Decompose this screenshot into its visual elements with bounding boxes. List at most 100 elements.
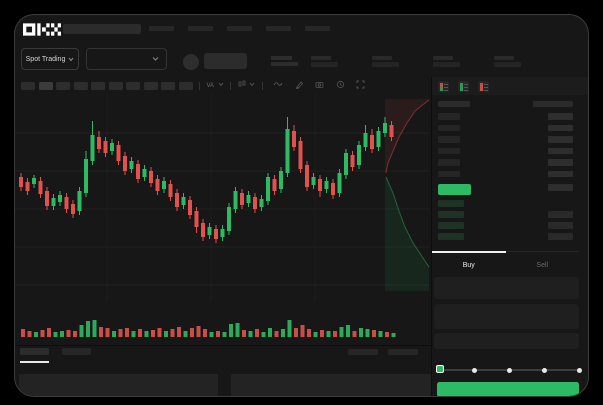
ticker-stat-skeleton [433,56,460,67]
bottom-tab-skeleton[interactable] [62,348,91,355]
history-clock-icon[interactable] [336,80,345,92]
ticker-stat-skeleton [494,56,521,67]
order-side-tabs: Buy Sell [432,251,579,278]
bid-price-skeleton[interactable] [438,200,464,207]
balance-line-skeleton [271,56,292,60]
bid-amount-skeleton[interactable] [548,233,573,240]
slider-stop-dot[interactable] [472,367,478,373]
interval-chip-skeleton[interactable] [73,81,88,90]
tab-buy[interactable]: Buy [462,261,475,269]
interval-chip-skeleton[interactable] [178,81,193,90]
interval-chip-skeleton[interactable] [126,81,140,90]
ask-price-skeleton[interactable] [438,147,460,154]
bottom-panel-skeleton [19,374,218,396]
orderbook-header-skeleton [533,101,573,107]
ask-amount-skeleton[interactable] [548,159,573,166]
slider-stop-dot[interactable] [541,367,547,373]
bottom-right-control-skeleton[interactable] [388,349,418,355]
top-nav-item-skeleton[interactable] [227,26,252,31]
okx-logo[interactable] [23,23,61,36]
divider [230,81,232,90]
interval-chip-skeleton[interactable] [38,81,53,90]
ticker-stat-skeleton [372,56,399,67]
slider-stop-dot[interactable] [576,367,582,373]
bottom-right-control-skeleton[interactable] [348,349,378,355]
market-mode-dropdown[interactable]: Spot Trading [21,48,79,70]
bid-amount-skeleton[interactable] [548,211,573,218]
volume-histogram [21,320,396,337]
orderbook-asks-only-view-icon[interactable] [478,81,489,92]
bottom-panel-skeleton [231,374,431,396]
stat-value-skeleton [494,62,521,67]
tab-sell[interactable]: Sell [536,261,549,269]
okx-app-window: Spot Trading VA [14,14,589,397]
stat-label-skeleton [433,56,453,60]
interval-chip-skeleton[interactable] [108,81,123,90]
top-nav-item-skeleton[interactable] [305,26,330,31]
slider-stop-dot[interactable] [507,367,512,373]
search-input[interactable] [63,24,141,34]
orderbook-bids-only-view-icon[interactable] [458,81,469,92]
last-price-highlight[interactable] [438,184,471,195]
buy-submit-button[interactable] [437,382,579,396]
pair-selector-dropdown[interactable] [86,48,167,70]
orderbook-combined-view-icon[interactable] [438,81,449,92]
bid-price-skeleton[interactable] [438,222,464,229]
ask-price-skeleton[interactable] [438,170,460,177]
indicator-dropdown[interactable]: VA [206,82,215,89]
fullscreen-icon[interactable] [356,80,365,92]
chevron-down-icon[interactable] [249,82,255,90]
bid-price-skeleton[interactable] [438,211,464,218]
ask-price-skeleton[interactable] [438,124,460,131]
interval-chip-skeleton[interactable] [56,81,70,90]
balance-line-skeleton [271,62,298,66]
bid-amount-skeleton[interactable] [548,222,573,229]
candlestick-chart[interactable] [15,93,431,301]
stat-value-skeleton [372,62,399,67]
camera-icon[interactable] [315,80,324,92]
account-button-skeleton[interactable] [204,53,247,69]
stat-value-skeleton [311,62,338,67]
draw-tool-icon[interactable] [295,80,304,92]
interval-chip-skeleton[interactable] [21,81,35,90]
line-tool-icon[interactable] [273,80,283,91]
stat-label-skeleton [311,56,331,60]
ask-amount-skeleton[interactable] [548,113,573,120]
order-price-field[interactable] [434,277,579,299]
chart-toolbar: VA [21,80,365,92]
orderbook-toolbar-strip [432,77,588,95]
chart-type-icon[interactable] [238,80,246,91]
ask-amount-skeleton[interactable] [548,147,573,154]
ask-amount-skeleton[interactable] [548,184,573,191]
interval-chip-skeleton[interactable] [91,81,105,90]
interval-chip-skeleton[interactable] [161,81,175,90]
chevron-down-icon [68,57,74,61]
top-nav-item-skeleton[interactable] [188,26,213,31]
market-mode-label: Spot Trading [25,55,66,63]
ask-price-skeleton[interactable] [438,113,460,120]
interval-chip-skeleton[interactable] [143,81,158,90]
stat-label-skeleton [372,56,392,60]
chevron-down-icon[interactable] [218,82,224,90]
order-total-field[interactable] [434,333,579,349]
ask-price-skeleton[interactable] [438,136,460,143]
ask-price-skeleton[interactable] [438,159,460,166]
top-nav-item-skeleton[interactable] [149,26,174,31]
avatar[interactable] [183,54,199,70]
ask-amount-skeleton[interactable] [548,170,573,177]
bottom-tab-active-skeleton[interactable] [20,348,49,355]
chevron-down-icon [152,57,159,61]
top-nav-list [149,26,330,31]
active-tab-underline [20,361,49,363]
slider-handle[interactable] [436,365,444,373]
stat-label-skeleton [494,56,514,60]
orderbook-header-skeleton [438,101,470,107]
stat-value-skeleton [433,62,460,67]
ticker-stat-skeleton [311,56,338,67]
order-amount-field[interactable] [434,304,579,329]
top-nav-item-skeleton[interactable] [266,26,291,31]
bid-price-skeleton[interactable] [438,233,464,240]
ask-amount-skeleton[interactable] [548,136,573,143]
ask-amount-skeleton[interactable] [548,124,573,131]
